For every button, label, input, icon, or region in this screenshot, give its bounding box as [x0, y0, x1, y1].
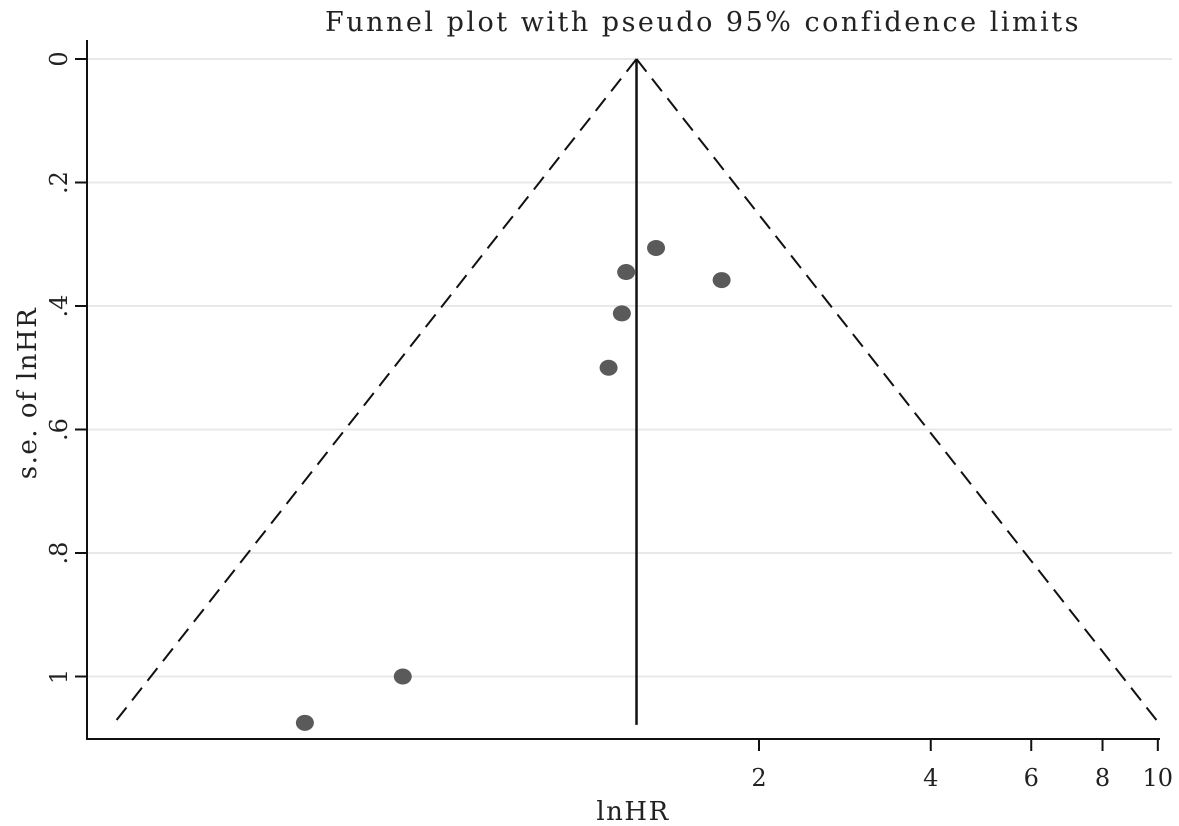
funnel-confidence-limits: [113, 58, 1160, 725]
study-point-1: [647, 239, 666, 256]
study-points: [295, 239, 731, 731]
axes: [75, 40, 1160, 751]
x-axis-label: lnHR: [596, 797, 669, 826]
lower-confidence-limit: [113, 58, 638, 724]
x-tick-label: 8: [1095, 764, 1110, 792]
grid-lines: [87, 58, 1172, 678]
y-tick-label: .4: [45, 295, 73, 318]
study-point-5: [599, 359, 618, 376]
y-axis-label: s.e. of lnHR: [13, 307, 43, 479]
study-point-2: [617, 264, 636, 281]
y-tick-label: 1: [45, 669, 73, 684]
study-point-4: [612, 305, 631, 322]
y-tick-label: 0: [45, 51, 73, 66]
x-tick-label: 10: [1143, 764, 1174, 792]
y-tick-label: .6: [45, 418, 73, 441]
study-point-3: [712, 272, 731, 289]
y-tick-label: .2: [45, 171, 73, 194]
upper-confidence-limit: [635, 58, 1160, 724]
study-point-7: [295, 714, 314, 731]
x-tick-label: 2: [751, 764, 766, 792]
x-tick-label: 6: [1024, 764, 1039, 792]
chart-title: Funnel plot with pseudo 95% confidence l…: [325, 7, 1081, 38]
tick-labels: 0 .2 .4 .6 .8 1 2 4 6 8 10: [45, 51, 1173, 792]
x-tick-label: 4: [923, 764, 938, 792]
study-point-6: [393, 668, 412, 685]
y-tick-label: .8: [45, 542, 73, 565]
